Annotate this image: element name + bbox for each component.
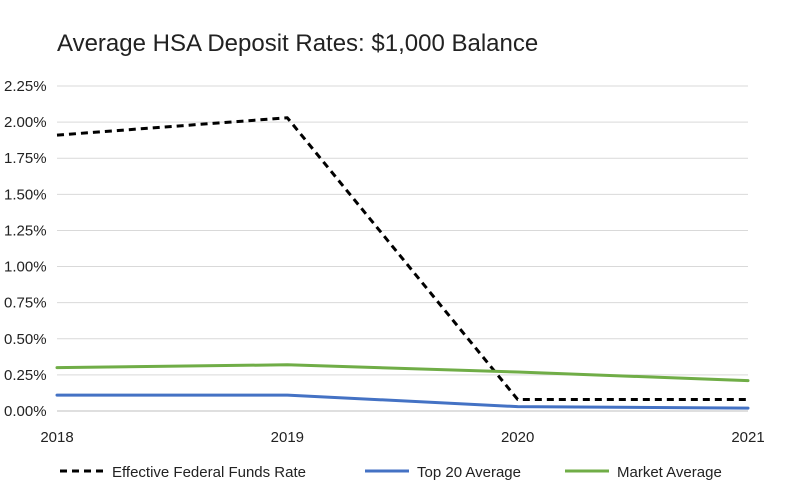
y-tick-label: 0.25% <box>4 367 47 384</box>
y-tick-label: 1.00% <box>4 259 47 276</box>
data-point <box>516 371 519 374</box>
data-point <box>286 116 289 119</box>
data-point <box>56 366 59 369</box>
legend-label: Market Average <box>617 464 722 481</box>
series-line-2 <box>55 393 750 410</box>
series-lines <box>55 116 750 410</box>
x-tick-label: 2021 <box>731 429 764 446</box>
y-tick-label: 0.75% <box>4 295 47 312</box>
x-tick-label: 2020 <box>501 429 534 446</box>
y-tick-label: 1.50% <box>4 186 47 203</box>
data-point <box>286 394 289 397</box>
y-tick-label: 0.50% <box>4 331 47 348</box>
x-tick-label: 2018 <box>40 429 73 446</box>
data-point <box>747 407 750 410</box>
legend: Effective Federal Funds Rate Top 20 Avera… <box>60 464 722 481</box>
chart-title: Average HSA Deposit Rates: $1,000 Balanc… <box>57 30 539 57</box>
y-tick-label: 2.00% <box>4 114 47 131</box>
y-tick-label: 0.00% <box>4 403 47 420</box>
data-point <box>516 398 519 401</box>
data-point <box>286 363 289 366</box>
series-line-3 <box>55 363 750 383</box>
data-point <box>56 394 59 397</box>
data-point <box>747 398 750 401</box>
legend-label: Top 20 Average <box>417 464 521 481</box>
y-tick-label: 1.25% <box>4 222 47 239</box>
x-tick-label: 2019 <box>271 429 304 446</box>
legend-label: Effective Federal Funds Rate <box>112 464 306 481</box>
y-tick-label: 2.25% <box>4 78 47 95</box>
x-axis: 2018 2019 2020 2021 <box>40 429 764 446</box>
data-point <box>56 134 59 137</box>
y-tick-label: 1.75% <box>4 150 47 167</box>
series-line-1 <box>56 116 748 401</box>
gridlines <box>57 85 748 412</box>
y-axis: 0.00% 0.25% 0.50% 0.75% 1.00% 1.25% 1.50% 1.75%… <box>4 78 47 420</box>
data-point <box>516 405 519 408</box>
data-point <box>747 379 750 382</box>
